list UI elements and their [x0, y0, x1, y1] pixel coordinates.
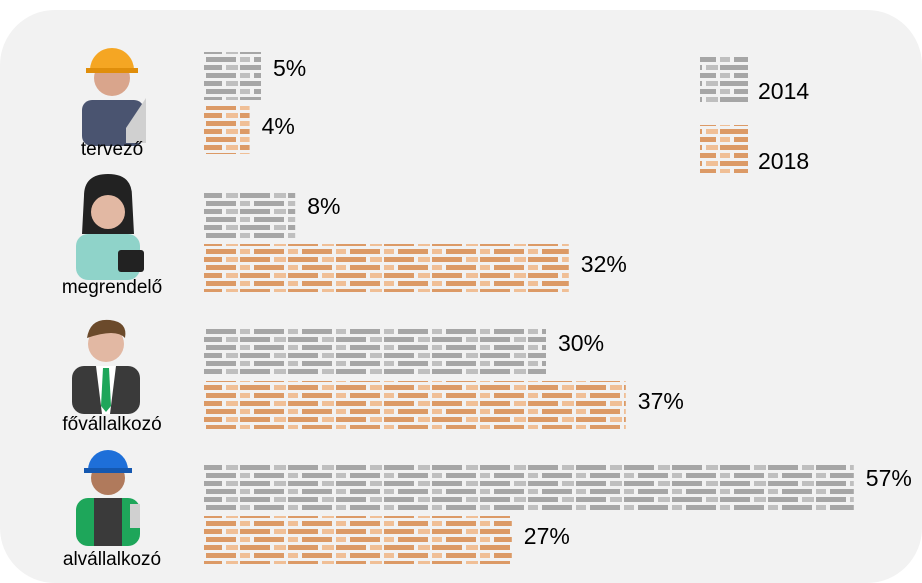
bar	[204, 52, 261, 100]
bar	[204, 516, 512, 564]
icon-designer	[82, 48, 146, 146]
bar	[204, 462, 854, 510]
legend-swatch	[700, 55, 748, 103]
bar	[204, 244, 569, 292]
category-label: megrendelő	[62, 277, 162, 298]
value-label: 27%	[524, 523, 570, 549]
value-label: 30%	[558, 330, 604, 356]
value-label: 32%	[581, 251, 627, 277]
category-label: fővállalkozó	[62, 414, 161, 435]
bar	[204, 327, 546, 375]
value-label: 57%	[866, 465, 912, 491]
icon-client	[76, 174, 144, 280]
icon-main-contractor	[72, 319, 140, 414]
icon-subcontractor	[76, 450, 140, 546]
bar	[204, 381, 626, 429]
legend-swatch	[700, 125, 748, 173]
value-label: 4%	[262, 113, 295, 139]
category-label: alvállalkozó	[63, 549, 161, 570]
bar	[204, 190, 296, 238]
value-label: 37%	[638, 388, 684, 414]
category-label: tervező	[81, 139, 143, 160]
legend-label: 2018	[758, 148, 809, 174]
value-label: 8%	[307, 193, 340, 219]
bar	[204, 106, 250, 154]
value-label: 5%	[273, 55, 306, 81]
legend-label: 2014	[758, 78, 809, 104]
